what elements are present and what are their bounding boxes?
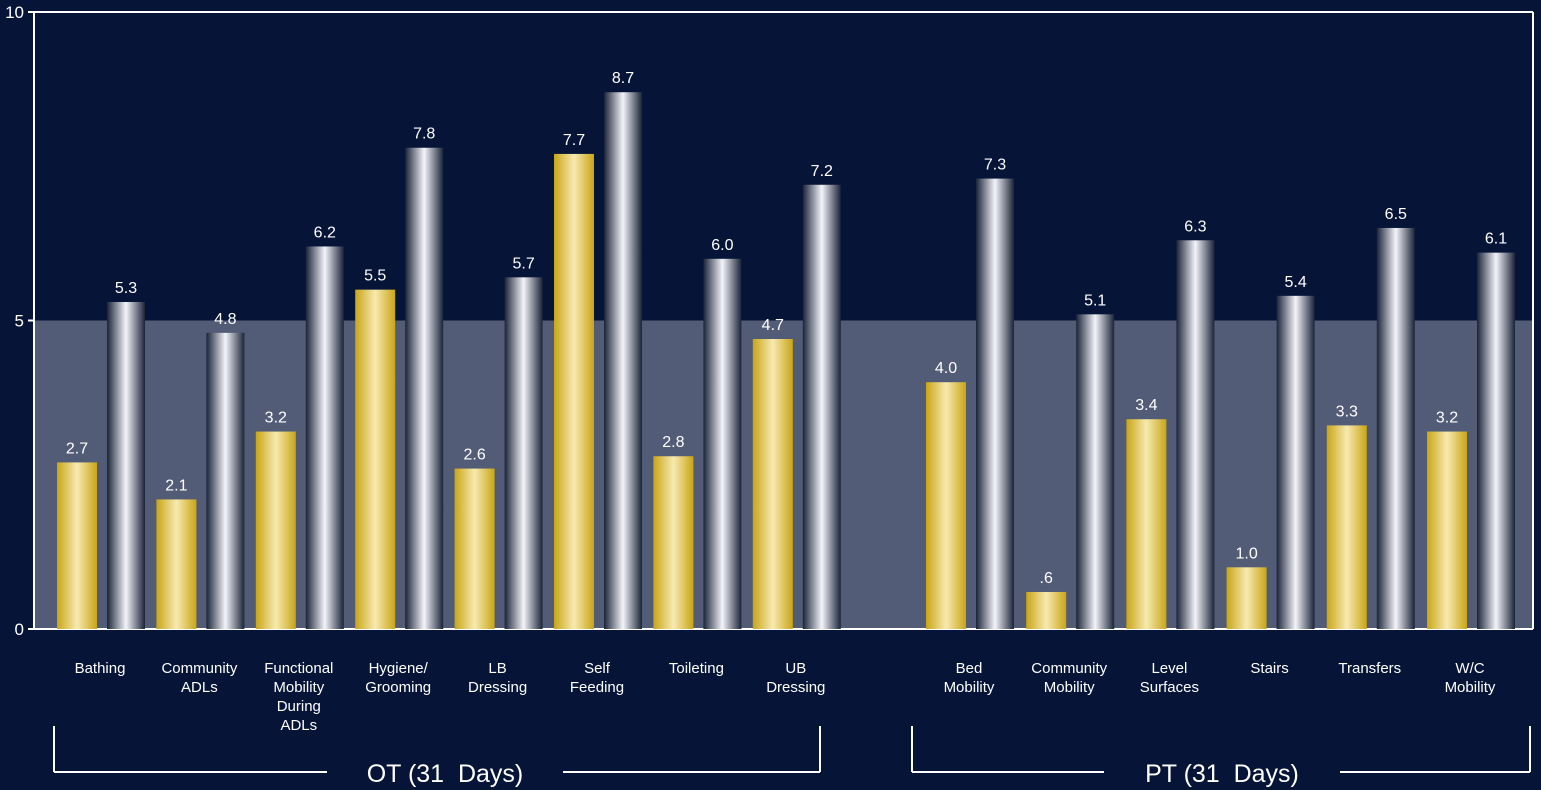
gold-bar xyxy=(1226,567,1267,629)
category-label: Stairs xyxy=(1250,660,1288,677)
group-label: OT (31 Days) xyxy=(367,760,524,788)
y-tick-label: 5 xyxy=(15,312,24,331)
silver-bar xyxy=(802,184,841,629)
silver-bar-value-label: 5.4 xyxy=(1284,274,1306,291)
silver-bar-value-label: 5.7 xyxy=(512,255,534,272)
silver-bar-value-label: 7.8 xyxy=(413,126,435,143)
gold-bar xyxy=(355,289,396,629)
group-label: PT (31 Days) xyxy=(1145,760,1299,788)
y-tick-label: 10 xyxy=(5,3,24,22)
labels: 0 5 10 2.7 5.3 Bathing 2.1 4.8 Community ADLs 3.2 6… xyxy=(5,3,1507,788)
gold-bar-value-label: 5.5 xyxy=(364,268,386,285)
gold-bar-value-label: 3.4 xyxy=(1135,397,1157,414)
silver-bar xyxy=(976,178,1014,629)
category-label: Bed Mobility xyxy=(944,660,995,696)
gold-bar xyxy=(554,153,594,629)
category-label: Toileting xyxy=(669,660,724,677)
gold-bar-value-label: .6 xyxy=(1040,570,1053,587)
gold-bar-value-label: 3.3 xyxy=(1336,403,1358,420)
category-label: Community Mobility xyxy=(1031,660,1107,696)
category-label: Hygiene/Grooming xyxy=(365,660,431,696)
silver-bar xyxy=(206,332,245,629)
gold-bar xyxy=(926,382,966,629)
silver-bar-value-label: 6.3 xyxy=(1184,218,1206,235)
gold-bar xyxy=(57,462,97,629)
gold-bar-value-label: 3.2 xyxy=(1436,410,1458,427)
silver-bar xyxy=(1176,240,1215,630)
category-label: Self Feeding xyxy=(570,660,624,696)
silver-bar-value-label: 5.1 xyxy=(1084,292,1106,309)
category-label: Transfers xyxy=(1338,660,1401,677)
gold-bar xyxy=(1126,419,1167,629)
silver-bar-value-label: 6.5 xyxy=(1385,206,1407,223)
y-tick-label: 0 xyxy=(15,620,24,639)
gold-bar-value-label: 1.0 xyxy=(1235,545,1257,562)
gold-bar-value-label: 7.7 xyxy=(563,132,585,149)
silver-bar xyxy=(604,92,642,629)
silver-bar xyxy=(504,277,543,629)
silver-bar-value-label: 5.3 xyxy=(115,280,137,297)
gold-bar-value-label: 3.2 xyxy=(265,410,287,427)
gold-bar xyxy=(1026,591,1067,629)
silver-bar xyxy=(1376,227,1415,629)
gold-bar xyxy=(752,339,793,629)
silver-bar-value-label: 6.1 xyxy=(1485,231,1507,248)
gold-bar xyxy=(156,499,197,629)
silver-bar-value-label: 8.7 xyxy=(612,70,634,87)
gold-bar-value-label: 2.1 xyxy=(165,477,187,494)
silver-bar-value-label: 7.3 xyxy=(984,157,1006,174)
gold-bar xyxy=(1326,425,1367,629)
gold-bar xyxy=(454,468,495,629)
category-label: Functional Mobility During ADLs xyxy=(264,660,333,734)
silver-bar xyxy=(405,147,444,630)
category-label: UB Dressing xyxy=(766,660,825,696)
category-label: Level Surfaces xyxy=(1140,660,1199,696)
silver-bar-value-label: 6.2 xyxy=(314,224,336,241)
category-label: LB Dressing xyxy=(468,660,527,696)
category-label: Community ADLs xyxy=(161,660,237,696)
silver-bar-value-label: 4.8 xyxy=(214,311,236,328)
silver-bar-value-label: 6.0 xyxy=(711,237,733,254)
category-label: W/C Mobility xyxy=(1445,660,1496,696)
silver-bar-value-label: 7.2 xyxy=(811,163,833,180)
silver-bar xyxy=(1276,295,1315,629)
silver-bar xyxy=(1076,314,1115,629)
gold-bar-value-label: 2.8 xyxy=(662,434,684,451)
gold-bar xyxy=(255,431,296,629)
silver-bar xyxy=(703,258,742,629)
gold-bar xyxy=(653,456,694,629)
category-label: Bathing xyxy=(75,660,126,677)
gold-bar-value-label: 2.6 xyxy=(463,447,485,464)
silver-bar xyxy=(305,246,344,629)
bars xyxy=(57,92,1515,630)
gold-bar xyxy=(1427,431,1467,629)
gold-bar-value-label: 4.0 xyxy=(935,360,957,377)
gold-bar-value-label: 4.7 xyxy=(762,317,784,334)
gold-bar-value-label: 2.7 xyxy=(66,440,88,457)
silver-bar xyxy=(1477,252,1515,629)
silver-bar xyxy=(107,301,145,629)
